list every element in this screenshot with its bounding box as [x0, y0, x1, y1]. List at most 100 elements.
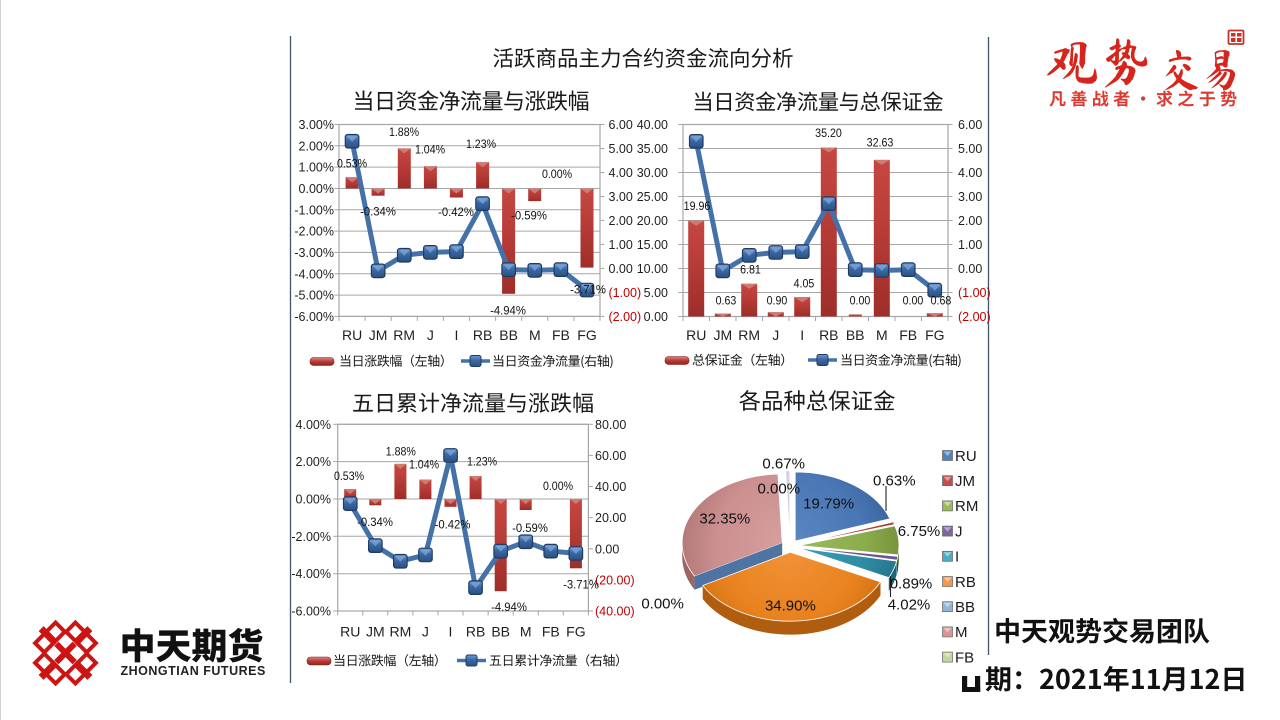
svg-text:0.00: 0.00 [903, 293, 924, 307]
svg-text:-0.34%: -0.34% [357, 515, 393, 529]
svg-text:4.05: 4.05 [794, 276, 815, 290]
svg-text:3.00: 3.00 [609, 190, 633, 204]
svg-text:RU: RU [340, 624, 360, 640]
svg-text:JM: JM [369, 327, 388, 343]
svg-text:60.00: 60.00 [595, 449, 626, 463]
svg-text:RU: RU [686, 327, 706, 343]
svg-text:10.00: 10.00 [637, 262, 668, 276]
svg-text:RB: RB [955, 574, 976, 591]
svg-text:6.00: 6.00 [609, 118, 633, 132]
svg-text:RM: RM [738, 327, 760, 343]
svg-text:19.79%: 19.79% [803, 495, 854, 512]
svg-text:4.00: 4.00 [609, 166, 633, 180]
svg-text:JM: JM [713, 327, 732, 343]
svg-text:0.00: 0.00 [609, 262, 633, 276]
svg-text:2.00%: 2.00% [296, 455, 331, 469]
svg-text:5.00: 5.00 [609, 142, 633, 156]
svg-text:-4.00%: -4.00% [291, 567, 331, 581]
svg-text:-6.00%: -6.00% [294, 310, 334, 324]
svg-text:35.20: 35.20 [815, 126, 842, 140]
svg-text:0.63: 0.63 [716, 293, 737, 307]
svg-text:25.00: 25.00 [637, 190, 668, 204]
svg-text:BB: BB [491, 624, 510, 640]
svg-text:0.00: 0.00 [958, 262, 982, 276]
svg-text:20.00: 20.00 [595, 511, 626, 525]
svg-text:-3.71%: -3.71% [563, 578, 599, 592]
svg-text:-4.94%: -4.94% [491, 600, 527, 614]
svg-text:-4.00%: -4.00% [294, 267, 334, 281]
svg-text:1.04%: 1.04% [409, 457, 439, 471]
svg-text:-3.71%: -3.71% [570, 282, 606, 296]
svg-text:-6.00%: -6.00% [291, 605, 331, 619]
svg-text:1.88%: 1.88% [386, 444, 416, 458]
svg-text:20.00: 20.00 [637, 214, 668, 228]
svg-text:-0.42%: -0.42% [438, 205, 474, 219]
svg-text:-5.00%: -5.00% [294, 289, 334, 303]
svg-text:3.00: 3.00 [958, 190, 982, 204]
svg-text:4.02%: 4.02% [888, 596, 931, 613]
svg-text:M: M [529, 327, 541, 343]
svg-text:FB: FB [955, 649, 974, 666]
svg-text:RU: RU [342, 327, 362, 343]
svg-text:0.53%: 0.53% [337, 156, 367, 170]
svg-text:32.63: 32.63 [867, 136, 894, 150]
svg-text:JM: JM [366, 624, 385, 640]
svg-text:(40.00): (40.00) [595, 605, 635, 619]
svg-text:40.00: 40.00 [595, 480, 626, 494]
svg-text:0.89%: 0.89% [890, 575, 933, 592]
svg-text:I: I [800, 327, 804, 343]
svg-text:0.00%: 0.00% [296, 493, 331, 507]
svg-text:J: J [427, 327, 434, 343]
svg-text:BB: BB [955, 599, 975, 616]
svg-text:JM: JM [955, 473, 975, 490]
svg-text:40.00: 40.00 [637, 118, 668, 132]
svg-text:0.00: 0.00 [644, 310, 668, 324]
svg-text:-2.00%: -2.00% [294, 225, 334, 239]
svg-text:3.00%: 3.00% [299, 118, 334, 132]
svg-text:1.00%: 1.00% [299, 161, 334, 175]
svg-text:0.67%: 0.67% [762, 455, 805, 472]
svg-text:32.35%: 32.35% [699, 510, 750, 527]
svg-text:19.96: 19.96 [684, 199, 711, 213]
svg-text:0.00%: 0.00% [641, 595, 684, 612]
svg-text:4.00: 4.00 [958, 166, 982, 180]
svg-text:RB: RB [466, 624, 485, 640]
svg-text:RU: RU [955, 448, 977, 465]
svg-text:RM: RM [393, 327, 415, 343]
svg-text:-0.59%: -0.59% [511, 208, 547, 222]
svg-text:35.00: 35.00 [637, 142, 668, 156]
svg-text:6.81: 6.81 [740, 263, 761, 277]
svg-text:M: M [520, 624, 532, 640]
svg-text:(1.00): (1.00) [609, 286, 642, 300]
svg-text:RM: RM [955, 498, 978, 515]
svg-text:(20.00): (20.00) [595, 573, 635, 587]
svg-text:(1.00): (1.00) [958, 286, 991, 300]
svg-text:FB: FB [899, 327, 917, 343]
svg-text:J: J [955, 523, 963, 540]
svg-text:6.00: 6.00 [958, 118, 982, 132]
svg-text:0.00: 0.00 [850, 293, 871, 307]
svg-text:FB: FB [552, 327, 570, 343]
svg-text:-0.59%: -0.59% [512, 521, 548, 535]
svg-text:5.00: 5.00 [958, 142, 982, 156]
svg-text:2.00: 2.00 [958, 214, 982, 228]
svg-text:2.00%: 2.00% [299, 139, 334, 153]
svg-text:5.00: 5.00 [644, 286, 668, 300]
svg-text:4.00%: 4.00% [296, 418, 331, 432]
svg-text:FB: FB [542, 624, 560, 640]
svg-text:0.00%: 0.00% [542, 167, 572, 181]
svg-text:J: J [422, 624, 429, 640]
svg-text:-0.42%: -0.42% [435, 517, 471, 531]
svg-text:I: I [449, 624, 453, 640]
svg-text:30.00: 30.00 [637, 166, 668, 180]
svg-text:RB: RB [473, 327, 492, 343]
svg-text:0.00: 0.00 [595, 542, 619, 556]
svg-text:I: I [955, 549, 959, 566]
svg-text:M: M [955, 624, 968, 641]
svg-text:0.00%: 0.00% [299, 182, 334, 196]
svg-text:BB: BB [846, 327, 865, 343]
svg-text:1.23%: 1.23% [467, 454, 497, 468]
svg-text:2.00: 2.00 [609, 214, 633, 228]
svg-text:0.90: 0.90 [767, 293, 788, 307]
svg-text:0.53%: 0.53% [334, 469, 364, 483]
